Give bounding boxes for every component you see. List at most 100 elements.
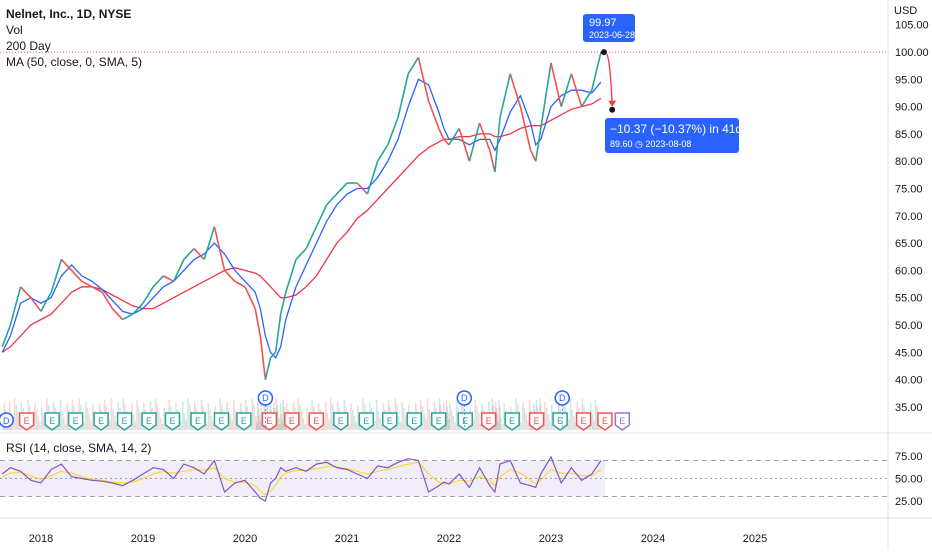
price-segment xyxy=(172,259,185,282)
volume-bar xyxy=(85,401,87,430)
volume-bar xyxy=(573,416,575,430)
volume-bar xyxy=(163,408,165,430)
volume-bar xyxy=(279,424,281,430)
legend-ma200[interactable]: 200 Day xyxy=(6,39,51,53)
earnings-marker[interactable]: E xyxy=(213,412,230,431)
earnings-marker[interactable]: D xyxy=(0,412,14,428)
projection-callout-box xyxy=(605,118,739,153)
earnings-marker[interactable]: E xyxy=(614,412,631,431)
axes: 105.00 100.00 95.00 90.00 85.00 80.00 75.00 70.… xyxy=(29,20,929,545)
price-segment xyxy=(509,73,522,107)
earnings-marker[interactable]: E xyxy=(116,412,133,431)
volume-bar xyxy=(229,414,232,430)
high-callout-box xyxy=(582,14,635,42)
earnings-marker[interactable]: E xyxy=(261,412,278,431)
earnings-marker[interactable]: E xyxy=(480,412,497,431)
volume-bar xyxy=(35,409,38,430)
volume-bar xyxy=(156,404,159,430)
earnings-marker[interactable]: E xyxy=(406,412,422,431)
price-segment xyxy=(50,259,63,293)
volume-bar xyxy=(234,411,237,430)
price-segment xyxy=(122,313,134,321)
volume-bar xyxy=(256,422,258,430)
projection-callout[interactable]: −10.37 (−10.37%) in 41d 89.60 ◷ 2023-08-0… xyxy=(605,118,742,153)
earnings-marker[interactable]: E xyxy=(358,412,375,431)
volume-bar xyxy=(112,409,114,430)
earnings-marker[interactable]: E xyxy=(190,412,206,431)
earnings-marker[interactable]: E xyxy=(382,412,398,431)
earnings-marker[interactable]: E xyxy=(333,412,349,431)
volume-bar xyxy=(212,422,215,430)
projection-point xyxy=(609,106,616,113)
volume-bar xyxy=(353,416,356,430)
price-segment xyxy=(60,258,73,271)
earnings-marker[interactable]: E xyxy=(284,412,300,431)
earnings-marker[interactable]: E xyxy=(236,412,252,431)
price-segment xyxy=(534,128,542,162)
earnings-letter: E xyxy=(436,416,442,426)
earnings-badge xyxy=(67,412,84,431)
earnings-marker[interactable]: E xyxy=(164,412,181,431)
earnings-marker[interactable]: E xyxy=(457,412,473,431)
volume-bar xyxy=(64,424,67,430)
earnings-badge xyxy=(382,412,398,431)
earnings-badge xyxy=(597,412,613,431)
earnings-letter: E xyxy=(169,416,175,426)
earnings-badge xyxy=(141,412,157,431)
dividend-marker[interactable]: D xyxy=(456,390,473,428)
earnings-marker[interactable]: E xyxy=(552,412,568,431)
volume-bar xyxy=(454,422,456,430)
price-tick-label: 60.00 xyxy=(895,265,923,277)
volume-bar xyxy=(479,424,482,430)
volume-bar xyxy=(447,412,449,430)
projection-arrow xyxy=(606,53,613,105)
volume-bar xyxy=(59,400,62,430)
earnings-badge xyxy=(261,412,278,431)
event-markers[interactable]: D E E E E E E E E E E E E E E E E E E E E E E E E E E D D D xyxy=(0,390,631,431)
symbol-title[interactable]: Nelnet, Inc., 1D, NYSE xyxy=(6,7,132,21)
rsi-legend[interactable]: RSI (14, close, SMA, 14, 2) xyxy=(6,441,152,455)
volume-bar xyxy=(357,406,359,430)
volume-bar xyxy=(158,411,160,430)
earnings-marker[interactable]: E xyxy=(18,412,35,431)
earnings-marker[interactable]: E xyxy=(597,412,613,431)
price-segment xyxy=(478,122,491,151)
dividend-marker[interactable]: D xyxy=(257,390,274,428)
price-segment xyxy=(560,73,573,107)
earnings-marker[interactable]: E xyxy=(93,412,109,431)
price-segment xyxy=(193,248,205,261)
earnings-marker[interactable]: E xyxy=(67,412,84,431)
earnings-marker[interactable]: E xyxy=(308,412,325,431)
volume-bar xyxy=(355,422,357,430)
earnings-marker[interactable]: E xyxy=(430,412,447,431)
earnings-badge xyxy=(333,412,349,431)
earnings-letter: E xyxy=(462,416,468,426)
volume-bar xyxy=(497,420,499,430)
price-segment xyxy=(234,280,246,288)
volume-bar xyxy=(283,406,285,430)
earnings-marker[interactable]: E xyxy=(504,412,520,431)
time-tick-label: 2020 xyxy=(233,533,257,545)
dividend-marker[interactable]: D xyxy=(554,390,570,428)
price-segment xyxy=(1,324,12,348)
volume-bar xyxy=(569,398,572,430)
legend-ma50[interactable]: MA (50, close, 0, SMA, 5) xyxy=(6,55,143,69)
earnings-letter: E xyxy=(602,416,608,426)
earnings-marker[interactable]: E xyxy=(141,412,157,431)
projection-arrowhead xyxy=(608,100,617,107)
legend-volume[interactable]: Vol xyxy=(6,23,23,37)
volume-bar xyxy=(304,424,306,430)
volume-bar xyxy=(255,416,257,430)
price-tick-label: 90.00 xyxy=(895,102,923,114)
volume-bar xyxy=(256,401,259,430)
earnings-marker[interactable]: E xyxy=(528,412,545,431)
price-tick-label: 65.00 xyxy=(895,238,923,250)
volume-bar xyxy=(472,420,475,430)
time-tick-label: 2024 xyxy=(641,533,665,545)
earnings-marker[interactable]: E xyxy=(575,412,592,431)
earnings-marker[interactable]: E xyxy=(44,412,60,431)
